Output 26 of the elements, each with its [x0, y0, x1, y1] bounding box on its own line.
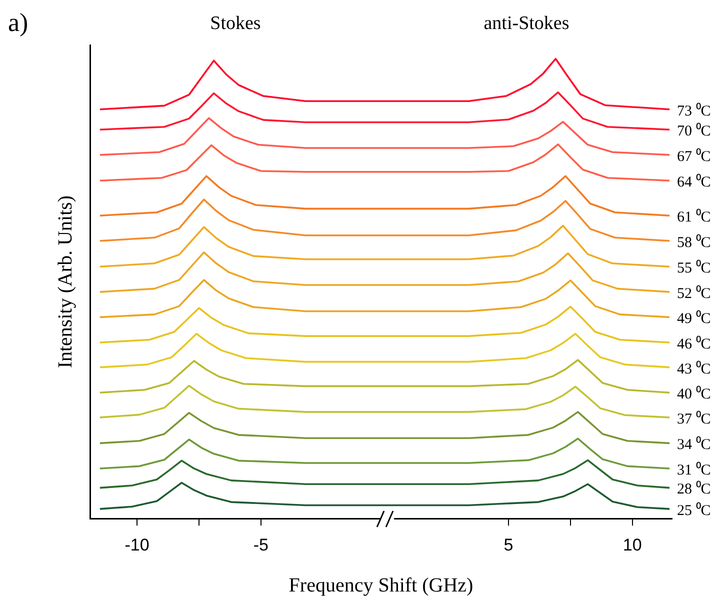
series-label: 46 ⁰C: [677, 335, 711, 352]
series-label: 37 ⁰C: [677, 410, 711, 428]
text: Stokes: [210, 13, 261, 35]
x-tick-label: -5: [253, 535, 268, 554]
text: anti-Stokes: [484, 13, 570, 35]
y-axis-title: Intensity (Arb. Units): [54, 195, 76, 368]
series-label: 49 ⁰C: [677, 310, 711, 328]
series-label: 34 ⁰C: [677, 436, 711, 454]
series-label: 28 ⁰C: [677, 480, 711, 498]
series-label: 64 ⁰C: [677, 174, 711, 191]
series-label: 31 ⁰C: [677, 461, 711, 478]
x-tick-label: 5: [504, 535, 514, 554]
series-label: 67 ⁰C: [677, 148, 711, 165]
x-axis-title: Frequency Shift (GHz): [288, 574, 474, 596]
text: a): [8, 8, 28, 38]
series-label: 43 ⁰C: [677, 360, 711, 378]
series-label: 52 ⁰C: [677, 284, 711, 302]
series-label: 70 ⁰C: [677, 122, 711, 140]
series-label: 73 ⁰C: [677, 102, 711, 120]
x-tick-label: 10: [622, 535, 642, 554]
series-label: 25 ⁰C: [677, 502, 711, 519]
series-label: 58 ⁰C: [677, 234, 711, 251]
series-label: 61 ⁰C: [677, 208, 711, 226]
series-label: 40 ⁰C: [677, 386, 711, 403]
x-tick-label: -10: [124, 535, 150, 554]
series-label: 55 ⁰C: [677, 260, 711, 277]
